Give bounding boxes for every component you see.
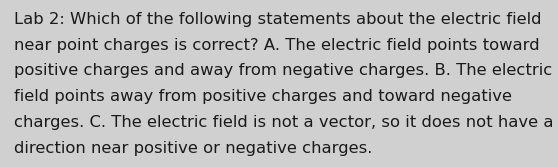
Text: charges. C. The electric field is not a vector, so it does not have a: charges. C. The electric field is not a … bbox=[14, 115, 554, 130]
Text: near point charges is correct? A. The electric field points toward: near point charges is correct? A. The el… bbox=[14, 38, 540, 53]
Text: direction near positive or negative charges.: direction near positive or negative char… bbox=[14, 141, 372, 156]
Text: positive charges and away from negative charges. B. The electric: positive charges and away from negative … bbox=[14, 63, 552, 78]
Text: Lab 2: Which of the following statements about the electric field: Lab 2: Which of the following statements… bbox=[14, 12, 541, 27]
Text: field points away from positive charges and toward negative: field points away from positive charges … bbox=[14, 89, 512, 104]
